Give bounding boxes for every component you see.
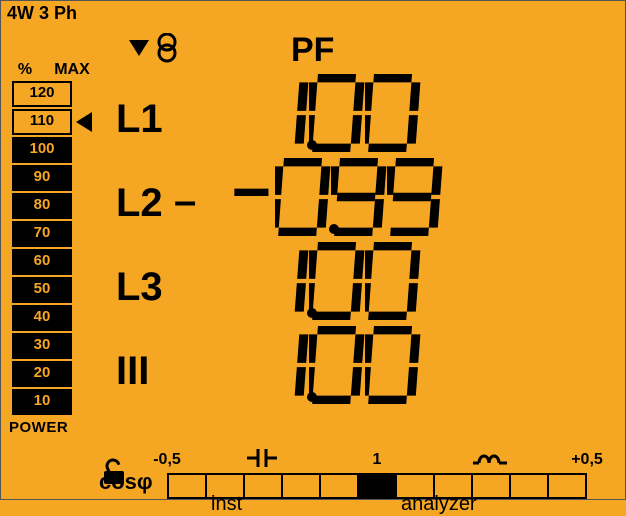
pf-readings: − <box>231 71 443 407</box>
mode-inst-label: inst <box>211 493 242 516</box>
cosphi-cell <box>281 473 321 499</box>
cosphi-cell <box>167 473 207 499</box>
bargraph-cell: 80 <box>12 193 72 219</box>
reading-row <box>231 71 443 155</box>
bargraph-cell: 40 <box>12 305 72 331</box>
bargraph-cell: 100 <box>12 137 72 163</box>
power-bargraph: % MAX 120110100908070605040302010 POWER <box>7 61 101 436</box>
bargraph-pointer-icon <box>76 112 92 132</box>
bargraph-cell: 120 <box>12 81 72 107</box>
top-status-icons <box>129 33 179 63</box>
transformer-icon <box>155 33 179 63</box>
cosphi-cell <box>547 473 587 499</box>
line-label: L2 <box>116 161 163 245</box>
bargraph-cell: 90 <box>12 165 72 191</box>
direction-down-icon <box>129 40 149 56</box>
cosphi-cell <box>243 473 283 499</box>
seven-seg-digit <box>275 326 309 404</box>
bargraph-cell: 70 <box>12 221 72 247</box>
unlock-icon <box>101 458 127 491</box>
bargraph-cell: 60 <box>12 249 72 275</box>
inductive-icon <box>473 447 507 474</box>
seven-seg-digit <box>275 242 309 320</box>
seven-seg-digit <box>275 74 309 152</box>
mode-analyzer-label: analyzer <box>401 493 477 516</box>
line-label-dash: – <box>174 179 196 224</box>
wiring-mode-label: 4W 3 Ph <box>7 3 77 24</box>
reading-row <box>231 239 443 323</box>
seven-seg-digit <box>365 74 421 152</box>
minus-sign: − <box>231 159 271 236</box>
bargraph-cell: 110 <box>12 109 72 135</box>
cosphi-cell <box>509 473 549 499</box>
line-label: L3 <box>116 245 163 329</box>
bargraph-footer: POWER <box>9 419 101 436</box>
bargraph-cell: 20 <box>12 361 72 387</box>
reading-row <box>231 323 443 407</box>
seven-seg-digit <box>365 326 421 404</box>
seven-seg-digit <box>387 158 443 236</box>
line-label: L1 <box>116 77 163 161</box>
seven-seg-digit <box>275 158 331 236</box>
reading-row: − <box>231 155 443 239</box>
cosphi-cell <box>357 473 397 499</box>
cosphi-cell <box>471 473 511 499</box>
bargraph-cell: 30 <box>12 333 72 359</box>
seven-seg-digit <box>309 326 365 404</box>
seven-seg-digit <box>309 74 365 152</box>
capacitive-icon <box>247 447 277 474</box>
measurement-heading: PF <box>291 31 334 70</box>
bargraph-cell: 10 <box>12 389 72 415</box>
seven-seg-digit <box>309 242 365 320</box>
bargraph-header-max: MAX <box>43 61 101 79</box>
line-label: III <box>116 329 163 413</box>
bargraph-cell: 50 <box>12 277 72 303</box>
seven-seg-digit <box>331 158 387 236</box>
cosphi-cell <box>319 473 359 499</box>
line-labels: L1L2–L3III <box>116 77 163 413</box>
seven-seg-digit <box>365 242 421 320</box>
bargraph-header-percent: % <box>7 61 43 79</box>
